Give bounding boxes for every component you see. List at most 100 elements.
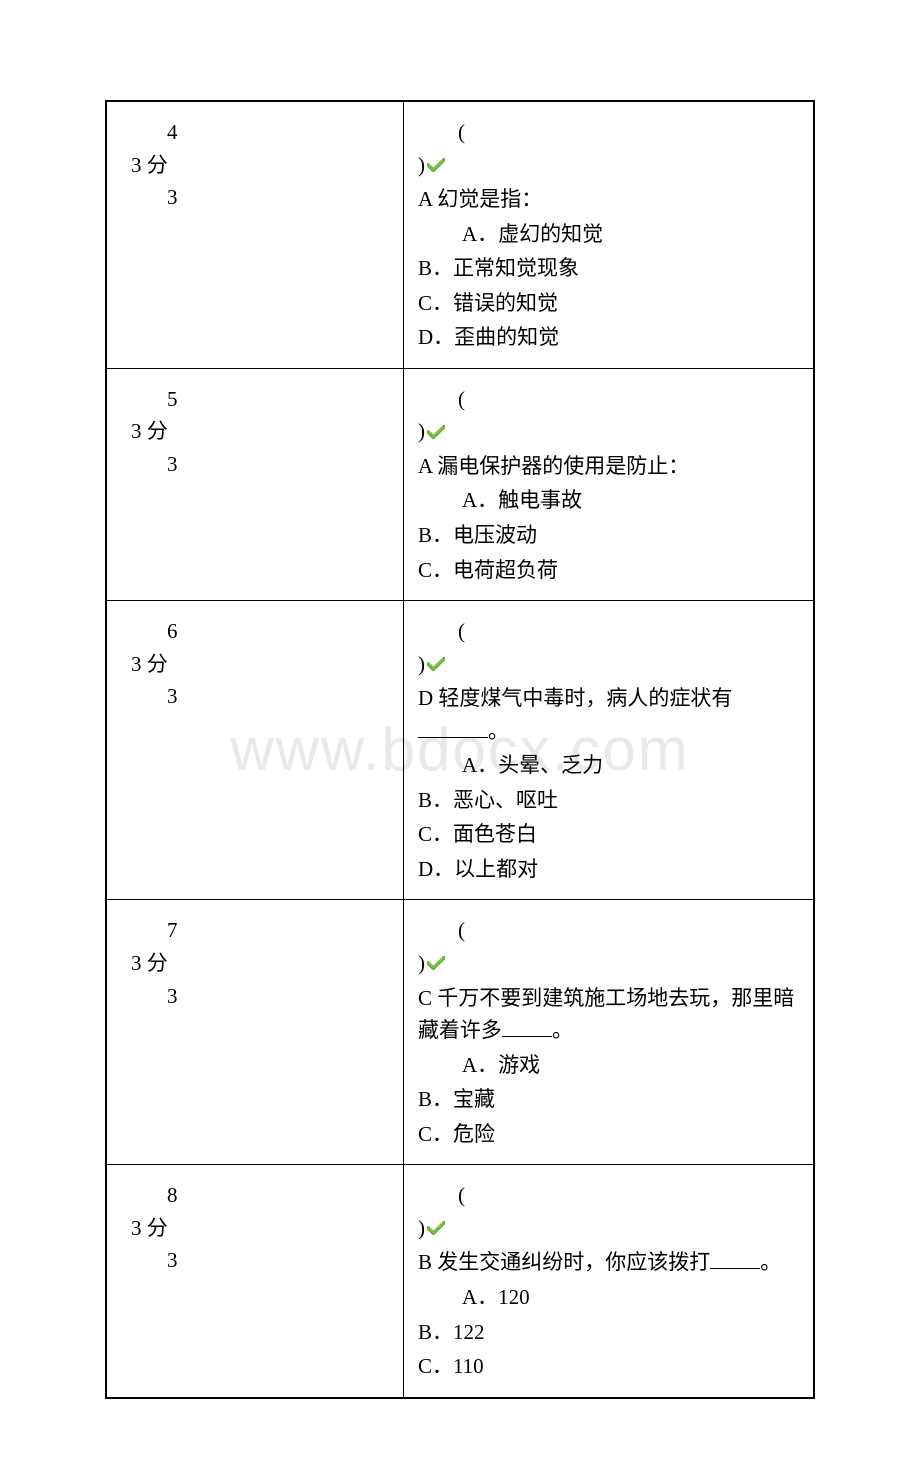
option: A．虚幻的知觉 bbox=[418, 218, 799, 251]
option-text: 正常知觉现象 bbox=[453, 256, 579, 280]
question-cell: ()A 幻觉是指：A．虚幻的知觉B．正常知觉现象C．错误的知觉D．歪曲的知觉 bbox=[403, 102, 813, 369]
score-cell: 53 分3 bbox=[107, 368, 404, 600]
fill-blank bbox=[502, 1016, 552, 1037]
table-row: 63 分3()D 轻度煤气中毒时，病人的症状有。A．头晕、乏力B．恶心、呕吐C．… bbox=[107, 601, 814, 900]
fill-blank bbox=[418, 717, 488, 738]
stem-line: A 漏电保护器的使用是防止： bbox=[418, 450, 799, 483]
paren-open: ( bbox=[418, 615, 799, 648]
answer-letter: B bbox=[418, 1250, 432, 1274]
paren-open: ( bbox=[418, 914, 799, 947]
option-text: 危险 bbox=[453, 1122, 495, 1146]
earned-score: 3 bbox=[131, 181, 393, 214]
option-label: A． bbox=[462, 1285, 498, 1309]
option: C．面色苍白 bbox=[418, 818, 799, 851]
option-label: B． bbox=[418, 1087, 453, 1111]
option-label: A． bbox=[462, 488, 498, 512]
earned-score: 3 bbox=[131, 1244, 393, 1277]
option-text: 电压波动 bbox=[453, 523, 537, 547]
full-score: 3 分 bbox=[131, 1212, 393, 1245]
question-number: 7 bbox=[131, 914, 393, 947]
option: C．110 bbox=[418, 1350, 799, 1383]
option: C．电荷超负荷 bbox=[418, 554, 799, 587]
stem-suffix: 。 bbox=[552, 1018, 573, 1042]
check-icon bbox=[427, 657, 445, 671]
answer-letter: C bbox=[418, 986, 432, 1010]
paren-open: ( bbox=[418, 383, 799, 416]
earned-score: 3 bbox=[131, 980, 393, 1013]
paren-close-row: ) bbox=[418, 947, 799, 980]
score-cell: 43 分3 bbox=[107, 102, 404, 369]
option-label: D． bbox=[418, 325, 454, 349]
option: B．电压波动 bbox=[418, 519, 799, 552]
question-stem: 千万不要到建筑施工场地去玩，那里暗藏着许多 bbox=[418, 986, 794, 1043]
option-label: C． bbox=[418, 558, 453, 582]
question-number: 8 bbox=[131, 1179, 393, 1212]
option-label: D． bbox=[418, 857, 454, 881]
question-number: 5 bbox=[131, 383, 393, 416]
option-text: 122 bbox=[453, 1320, 485, 1344]
question-number: 6 bbox=[131, 615, 393, 648]
paren-close: ) bbox=[418, 1212, 425, 1245]
question-cell: ()D 轻度煤气中毒时，病人的症状有。A．头晕、乏力B．恶心、呕吐C．面色苍白D… bbox=[403, 601, 813, 900]
option-label: B． bbox=[418, 788, 453, 812]
paren-close: ) bbox=[418, 149, 425, 182]
option: D．以上都对 bbox=[418, 853, 799, 886]
score-cell: 63 分3 bbox=[107, 601, 404, 900]
paren-close-row: ) bbox=[418, 415, 799, 448]
option-text: 以上都对 bbox=[454, 857, 538, 881]
option-text: 游戏 bbox=[498, 1053, 540, 1077]
option: B．正常知觉现象 bbox=[418, 252, 799, 285]
option-text: 虚幻的知觉 bbox=[498, 222, 603, 246]
answer-letter: D bbox=[418, 686, 433, 710]
paren-open: ( bbox=[418, 116, 799, 149]
table-row: 53 分3()A 漏电保护器的使用是防止：A．触电事故B．电压波动C．电荷超负荷 bbox=[107, 368, 814, 600]
paren-open: ( bbox=[418, 1179, 799, 1212]
table-container: 43 分3()A 幻觉是指：A．虚幻的知觉B．正常知觉现象C．错误的知觉D．歪曲… bbox=[105, 100, 815, 1399]
earned-score: 3 bbox=[131, 448, 393, 481]
score-cell: 73 分3 bbox=[107, 900, 404, 1165]
table-row: 43 分3()A 幻觉是指：A．虚幻的知觉B．正常知觉现象C．错误的知觉D．歪曲… bbox=[107, 102, 814, 369]
check-icon bbox=[427, 425, 445, 439]
check-icon bbox=[427, 1221, 445, 1235]
paren-close-row: ) bbox=[418, 648, 799, 681]
stem-line: B 发生交通纠纷时，你应该拨打。 bbox=[418, 1246, 799, 1279]
answer-letter: A bbox=[418, 187, 432, 211]
question-cell: ()A 漏电保护器的使用是防止：A．触电事故B．电压波动C．电荷超负荷 bbox=[403, 368, 813, 600]
stem-suffix: 。 bbox=[760, 1250, 781, 1274]
questions-table: 43 分3()A 幻觉是指：A．虚幻的知觉B．正常知觉现象C．错误的知觉D．歪曲… bbox=[106, 101, 814, 1398]
option: C．错误的知觉 bbox=[418, 287, 799, 320]
option-text: 触电事故 bbox=[498, 488, 582, 512]
stem-line: C 千万不要到建筑施工场地去玩，那里暗藏着许多。 bbox=[418, 982, 799, 1047]
check-icon bbox=[427, 158, 445, 172]
option-text: 面色苍白 bbox=[453, 822, 537, 846]
full-score: 3 分 bbox=[131, 149, 393, 182]
option-label: C． bbox=[418, 822, 453, 846]
option: B．122 bbox=[418, 1316, 799, 1349]
option: C．危险 bbox=[418, 1118, 799, 1151]
question-stem: 轻度煤气中毒时，病人的症状有 bbox=[438, 686, 732, 710]
check-icon bbox=[427, 956, 445, 970]
option: A．120 bbox=[418, 1281, 799, 1314]
option-label: B． bbox=[418, 523, 453, 547]
option: A．触电事故 bbox=[418, 484, 799, 517]
question-number: 4 bbox=[131, 116, 393, 149]
stem-suffix: 。 bbox=[488, 719, 509, 743]
option-label: B． bbox=[418, 256, 453, 280]
question-stem: 幻觉是指： bbox=[437, 187, 542, 211]
option-label: A． bbox=[462, 222, 498, 246]
question-stem: 漏电保护器的使用是防止： bbox=[437, 454, 689, 478]
option-text: 电荷超负荷 bbox=[453, 558, 558, 582]
option-text: 歪曲的知觉 bbox=[454, 325, 559, 349]
full-score: 3 分 bbox=[131, 648, 393, 681]
paren-close-row: ) bbox=[418, 149, 799, 182]
option-text: 头晕、乏力 bbox=[498, 753, 603, 777]
paren-close-row: ) bbox=[418, 1212, 799, 1245]
question-cell: ()B 发生交通纠纷时，你应该拨打。A．120B．122C．110 bbox=[403, 1165, 813, 1397]
option-text: 错误的知觉 bbox=[453, 291, 558, 315]
option-label: A． bbox=[462, 753, 498, 777]
score-cell: 83 分3 bbox=[107, 1165, 404, 1397]
table-row: 83 分3()B 发生交通纠纷时，你应该拨打。A．120B．122C．110 bbox=[107, 1165, 814, 1397]
option-label: C． bbox=[418, 1122, 453, 1146]
option-text: 宝藏 bbox=[453, 1087, 495, 1111]
option-label: C． bbox=[418, 291, 453, 315]
